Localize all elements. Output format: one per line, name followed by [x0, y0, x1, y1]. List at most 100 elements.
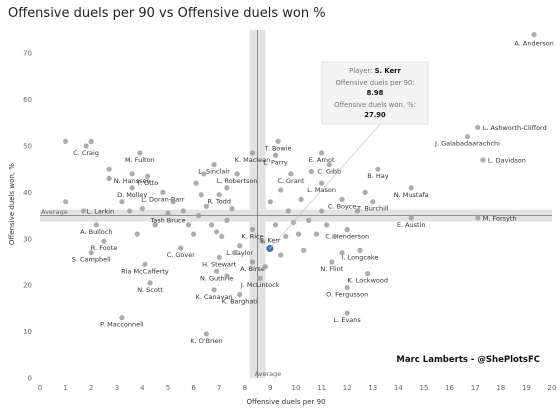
data-point[interactable]: [129, 171, 135, 177]
data-point[interactable]: [224, 273, 230, 279]
data-point[interactable]: [216, 254, 222, 260]
data-point[interactable]: [301, 247, 307, 253]
data-point[interactable]: [326, 161, 332, 168]
data-point[interactable]: [127, 208, 133, 214]
data-point[interactable]: [214, 229, 220, 235]
data-point[interactable]: [229, 206, 235, 212]
data-point[interactable]: [267, 199, 273, 205]
data-point[interactable]: [249, 259, 256, 265]
data-point[interactable]: [88, 250, 94, 256]
data-point[interactable]: [339, 250, 345, 256]
data-point[interactable]: [211, 287, 217, 293]
data-point[interactable]: [191, 231, 197, 237]
data-point[interactable]: [203, 203, 209, 209]
data-point[interactable]: [278, 252, 284, 258]
data-point[interactable]: [211, 161, 217, 168]
data-point-label: N. Guthrie: [200, 274, 233, 282]
data-point[interactable]: [88, 138, 94, 144]
credit-text: Marc Lamberts - @ShePlotsFC: [396, 355, 540, 365]
data-point[interactable]: [408, 215, 414, 221]
data-point[interactable]: [324, 222, 330, 228]
data-point[interactable]: [262, 264, 268, 270]
data-point[interactable]: [224, 217, 230, 223]
data-point[interactable]: [531, 32, 537, 38]
data-point[interactable]: [357, 247, 363, 253]
x-tick-label: 7: [217, 384, 221, 392]
data-point[interactable]: [234, 171, 240, 177]
data-point[interactable]: [354, 208, 361, 214]
data-point[interactable]: [339, 196, 345, 202]
data-point[interactable]: [319, 208, 325, 214]
data-point[interactable]: [106, 166, 112, 172]
data-point[interactable]: [278, 187, 284, 193]
data-point[interactable]: [285, 208, 291, 214]
data-point[interactable]: [196, 213, 202, 219]
data-point[interactable]: [63, 138, 69, 144]
data-point[interactable]: [142, 261, 148, 267]
data-point[interactable]: [178, 245, 184, 251]
data-point[interactable]: [231, 250, 238, 256]
data-point[interactable]: [139, 206, 145, 212]
data-point[interactable]: [362, 189, 368, 195]
data-point[interactable]: [344, 284, 350, 291]
data-point[interactable]: [180, 208, 186, 214]
data-point[interactable]: [375, 166, 381, 172]
data-point[interactable]: [464, 134, 471, 140]
data-point[interactable]: [119, 315, 125, 321]
data-point[interactable]: [147, 280, 153, 286]
data-point[interactable]: [365, 271, 371, 277]
data-point[interactable]: [408, 185, 414, 191]
data-point[interactable]: [216, 192, 222, 198]
data-point[interactable]: [185, 222, 192, 228]
data-point[interactable]: [249, 226, 256, 233]
data-point[interactable]: [313, 231, 320, 237]
data-point[interactable]: [198, 192, 204, 198]
data-point[interactable]: [319, 180, 325, 186]
data-point[interactable]: [203, 331, 209, 337]
data-point[interactable]: [237, 243, 243, 249]
data-point[interactable]: [170, 199, 176, 205]
data-point[interactable]: [219, 233, 225, 240]
data-point[interactable]: [165, 210, 171, 216]
data-point[interactable]: [201, 171, 207, 177]
data-point[interactable]: [101, 238, 107, 244]
data-point[interactable]: [257, 275, 263, 281]
data-point[interactable]: [93, 222, 99, 228]
data-point[interactable]: [152, 222, 158, 228]
data-point[interactable]: [306, 217, 312, 223]
data-point[interactable]: [475, 215, 481, 221]
data-point[interactable]: [272, 222, 279, 228]
data-point[interactable]: [288, 171, 294, 177]
data-point[interactable]: [480, 157, 486, 163]
data-point[interactable]: [344, 310, 350, 316]
data-point[interactable]: [319, 150, 325, 156]
data-point[interactable]: [134, 231, 140, 237]
data-point[interactable]: [331, 233, 337, 240]
data-point[interactable]: [475, 124, 481, 131]
data-point[interactable]: [160, 189, 166, 195]
data-point[interactable]: [80, 208, 87, 214]
data-point[interactable]: [106, 175, 112, 182]
data-point[interactable]: [275, 138, 281, 144]
data-point[interactable]: [214, 268, 220, 274]
data-point[interactable]: [344, 226, 350, 233]
data-point[interactable]: [308, 168, 314, 175]
data-point[interactable]: [208, 222, 215, 228]
data-point[interactable]: [119, 199, 125, 205]
data-point[interactable]: [224, 185, 230, 191]
data-point[interactable]: [237, 291, 243, 298]
data-point[interactable]: [283, 233, 289, 240]
data-point[interactable]: [83, 143, 89, 149]
data-point[interactable]: [144, 173, 151, 179]
data-point[interactable]: [193, 180, 199, 186]
data-point[interactable]: [298, 196, 304, 202]
data-point[interactable]: [63, 199, 69, 205]
data-point[interactable]: [295, 231, 302, 237]
data-point[interactable]: [260, 238, 266, 244]
data-point[interactable]: [129, 185, 135, 191]
data-point[interactable]: [272, 152, 279, 158]
data-point[interactable]: [329, 259, 335, 265]
data-point[interactable]: [249, 150, 256, 156]
data-point[interactable]: [137, 150, 143, 156]
data-point[interactable]: [370, 199, 376, 205]
